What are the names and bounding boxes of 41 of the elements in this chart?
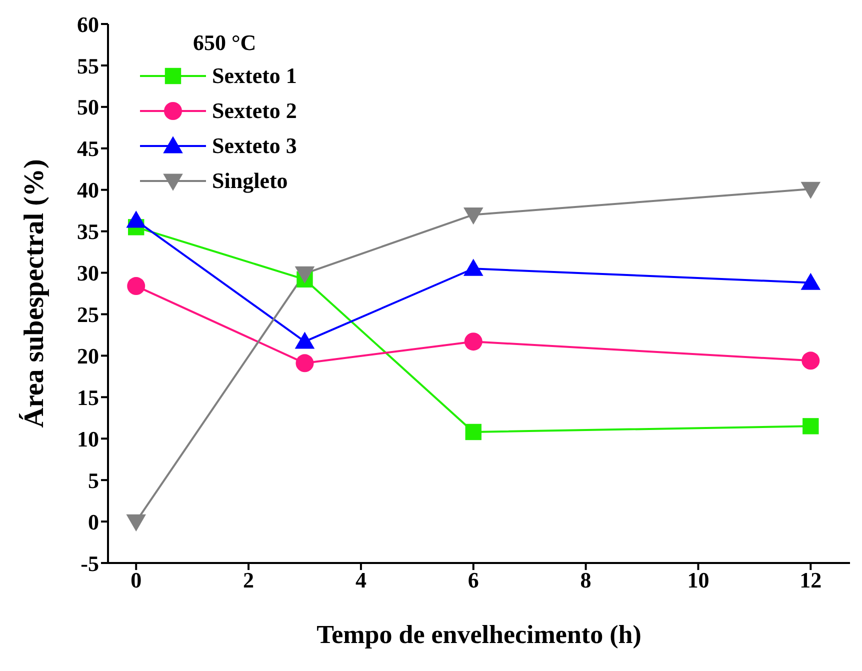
x-tick-label: 10 bbox=[687, 568, 710, 593]
x-tick-label: 8 bbox=[580, 568, 592, 593]
y-tick-label: 10 bbox=[77, 426, 99, 452]
point bbox=[126, 210, 146, 228]
point bbox=[294, 266, 315, 284]
point bbox=[802, 352, 820, 370]
y-tick-label: 25 bbox=[77, 302, 99, 328]
y-tick-label: 55 bbox=[77, 53, 99, 78]
point bbox=[126, 514, 146, 532]
legend-title: 650 °C bbox=[193, 30, 258, 56]
y-tick-label: 0 bbox=[88, 509, 99, 534]
legend-label: Singleto bbox=[212, 168, 288, 194]
x-tick-label: 0 bbox=[130, 568, 142, 593]
point bbox=[127, 277, 146, 296]
x-axis-title: Tempo de envelhecimento (h) bbox=[316, 620, 642, 649]
legend-label: Sexteto 1 bbox=[212, 62, 297, 88]
x-tick-label: 4 bbox=[355, 568, 366, 593]
point bbox=[296, 354, 314, 372]
x-tick-label: 12 bbox=[800, 568, 822, 593]
y-tick-label: -5 bbox=[80, 550, 99, 576]
point bbox=[294, 332, 315, 349]
y-tick-label: 30 bbox=[77, 260, 99, 286]
y-axis-title: Área subespectral (%) bbox=[18, 159, 50, 428]
point bbox=[463, 208, 484, 225]
y-tick-label: 50 bbox=[77, 94, 99, 120]
y-tick-label: 45 bbox=[77, 136, 99, 162]
x-tick-label: 6 bbox=[468, 568, 479, 593]
legend-label: Sexteto 2 bbox=[212, 98, 297, 124]
y-tick-label: 15 bbox=[77, 384, 99, 410]
point bbox=[465, 424, 482, 440]
y-tick-label: 5 bbox=[88, 468, 99, 493]
y-tick-label: 60 bbox=[77, 12, 99, 37]
x-tick-label: 2 bbox=[243, 568, 254, 593]
point bbox=[802, 418, 819, 434]
point bbox=[800, 182, 821, 199]
y-tick-label: 20 bbox=[77, 344, 99, 368]
point bbox=[464, 332, 482, 351]
y-tick-label: 35 bbox=[77, 219, 99, 244]
y-tick-label: 40 bbox=[77, 178, 99, 203]
legend-label: Sexteto 3 bbox=[212, 132, 297, 158]
point bbox=[463, 258, 484, 276]
